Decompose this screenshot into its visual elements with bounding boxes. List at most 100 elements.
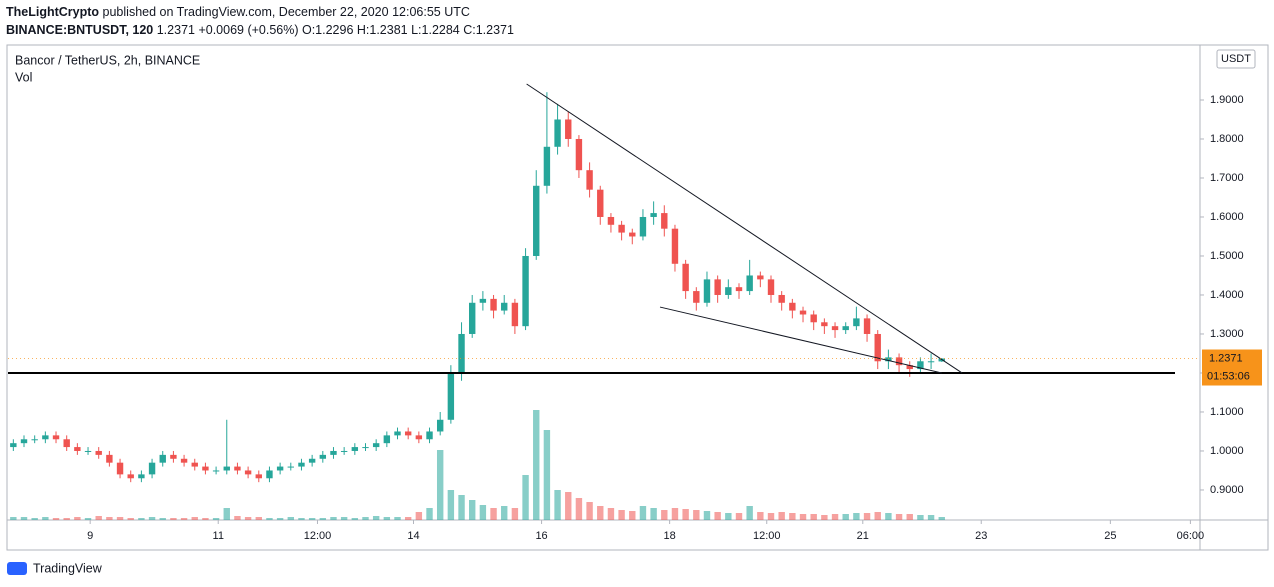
volume-bar: [778, 512, 785, 520]
quote: 1.2371 +0.0069 (+0.56%) O:1.2296 H:1.238…: [156, 23, 514, 37]
volume-bar: [340, 517, 348, 520]
candle-body: [372, 443, 380, 448]
volume-bar: [138, 518, 145, 520]
author: TheLightCrypto: [6, 5, 100, 19]
candle-body: [853, 318, 860, 327]
candle-body: [597, 189, 604, 217]
volume-bar: [469, 500, 476, 520]
volume-bar: [671, 508, 679, 520]
volume-bar: [308, 518, 316, 520]
trend-line: [526, 83, 963, 374]
volume-bar: [863, 513, 871, 520]
x-tick-label: 25: [1104, 530, 1116, 542]
volume-bar: [20, 517, 28, 520]
candle-body: [223, 466, 230, 471]
volume-bar: [895, 514, 903, 520]
volume-bar: [693, 510, 700, 520]
volume-bar: [191, 517, 198, 520]
candle-body: [874, 333, 881, 362]
volume-bar: [127, 518, 134, 520]
candle-body: [276, 466, 284, 471]
candle-body: [148, 462, 156, 475]
candle-body: [511, 302, 519, 327]
candle-body: [426, 431, 433, 440]
volume-bar: [906, 514, 913, 520]
footer-logo: [7, 562, 27, 575]
y-tick-label: 1.8000: [1210, 133, 1244, 145]
candle-body: [202, 466, 209, 471]
volume-bar: [927, 515, 935, 520]
candle-body: [404, 431, 412, 436]
candle-body: [831, 326, 839, 331]
candle-body: [799, 310, 807, 315]
candle-body: [618, 224, 625, 233]
candle-body: [778, 294, 785, 303]
volume-bar: [821, 515, 828, 520]
candle-body: [522, 255, 529, 327]
candle-body: [447, 372, 455, 420]
volume-bar: [565, 492, 572, 520]
volume-bar: [618, 510, 625, 520]
last-price-label: 1.2371: [1209, 352, 1243, 364]
x-tick-label: 11: [213, 530, 224, 542]
candle-body: [127, 474, 134, 479]
volume-bar: [533, 410, 540, 520]
candle-body: [671, 228, 679, 264]
y-tick-label: 1.0000: [1210, 445, 1244, 457]
y-tick-label: 1.9000: [1210, 94, 1244, 106]
volume-bar: [10, 517, 17, 520]
frame: [6, 44, 1269, 551]
volume-bar: [661, 510, 668, 520]
candle-body: [319, 454, 327, 459]
candle-body: [639, 216, 647, 237]
candle-body: [693, 291, 700, 303]
volume-bar: [917, 515, 924, 520]
y-tick-label: 1.5000: [1210, 250, 1244, 262]
candle-body: [10, 443, 17, 448]
last-price-box: [1202, 349, 1262, 386]
candle-body: [84, 450, 92, 452]
candle-body: [735, 287, 743, 292]
x-tick-label: 06:00: [1177, 530, 1205, 542]
volume-bar: [404, 517, 412, 520]
candle-body: [212, 470, 220, 472]
candle-body: [63, 439, 70, 448]
volume-bar: [95, 516, 102, 520]
volume-bar: [63, 518, 70, 520]
candle-body: [863, 318, 871, 334]
volume-bar: [650, 508, 657, 520]
candle-body: [586, 170, 593, 190]
volume-title: Vol: [15, 70, 32, 84]
candle-body: [757, 275, 764, 280]
candle-body: [394, 431, 401, 436]
volume-bar: [810, 514, 817, 520]
volume-bar: [746, 506, 753, 520]
candle-body: [789, 302, 796, 311]
volume-bar: [789, 513, 796, 520]
candle-body: [714, 279, 721, 295]
volume-bar: [831, 514, 839, 520]
candle-body: [703, 279, 711, 303]
volume-bar: [490, 508, 497, 520]
candle-body: [330, 450, 337, 455]
candle-body: [906, 365, 913, 370]
candle-body: [415, 435, 423, 440]
volume-bar: [415, 512, 423, 520]
candle-body: [191, 462, 198, 467]
volume-bar: [255, 517, 262, 520]
candle-body: [607, 216, 615, 225]
x-tick-label: 21: [857, 530, 869, 542]
candle-body: [362, 447, 369, 449]
y-tick-label: 1.6000: [1210, 211, 1244, 223]
candle-body: [746, 275, 753, 292]
volume-bar: [116, 517, 124, 520]
volume-bar: [180, 518, 188, 520]
x-tick-label: 9: [87, 530, 93, 542]
currency-box[interactable]: [1216, 49, 1256, 69]
candle-body: [31, 439, 38, 441]
published: published on TradingView.com, December 2…: [102, 5, 470, 19]
volume-bar: [522, 475, 529, 520]
volume-bar: [362, 517, 369, 520]
candle-body: [895, 357, 903, 366]
candle-body: [885, 357, 892, 362]
